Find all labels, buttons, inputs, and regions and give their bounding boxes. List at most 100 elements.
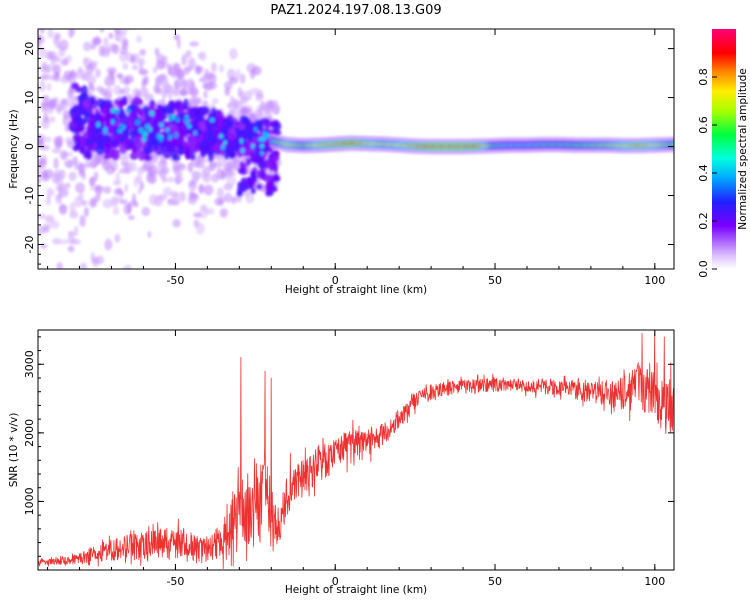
spectrogram-x-tick-label: 0 [332,274,339,287]
spectrogram-x-tick-label: -50 [166,274,184,287]
spectrogram-blob [137,166,144,176]
spectrogram-blob [171,154,181,162]
spectrogram-blob [234,100,242,108]
spectrogram-blob [184,114,189,120]
spectrogram-blob [68,29,74,39]
spectrogram-blob [190,158,199,168]
spectrogram-blob [211,97,219,105]
colorbar-gradient [712,29,736,269]
spectrogram-blob [191,170,202,181]
spectrogram-blob [69,201,76,214]
colorbar-tick-label: 0.2 [697,212,710,230]
spectrogram-blob [52,64,61,76]
spectrogram-blob [67,88,74,99]
spectrogram-blob [199,120,206,131]
spectrogram-blob [219,134,224,139]
spectrogram-blob [117,7,125,16]
spectrogram-blob [59,150,68,161]
spectrogram-blob [127,215,135,221]
snr-plot-area [38,330,674,570]
spectrogram-blob [187,195,197,205]
spectrogram-blob [42,95,50,102]
spectrogram-blob [264,134,270,139]
spectrogram-blob [250,169,257,180]
spectrogram-blob [96,85,104,93]
spectrogram-blob [110,139,120,149]
colorbar-label: Normalized spectral amplitude [737,68,749,229]
spectrogram-blob [122,29,128,37]
spectrogram-blob [170,87,179,95]
spectrogram-blob [53,136,61,147]
spectrogram-blob [119,29,124,36]
spectrogram-blob [132,193,137,205]
spectrogram-blob [147,172,157,184]
spectrogram-blob [91,134,100,141]
spectrogram-blob [199,145,210,153]
spectrogram-blob [40,73,50,81]
spectrogram-blob [178,191,186,202]
spectrogram-blob [152,66,158,73]
snr-x-tick-label: 100 [644,575,665,588]
spectrogram-blob [207,130,214,143]
spectrogram-blob [213,161,223,168]
spectrogram-blob [203,81,214,91]
spectrogram-blob [229,150,237,158]
spectrogram-blob [40,65,49,73]
spectrogram-blob [75,182,86,194]
spectrogram-blob [135,119,141,126]
spectrogram-blob [95,185,103,197]
spectrogram-blob [123,12,129,19]
spectrogram-blob [87,275,94,281]
spectrogram-blob [43,115,51,124]
snr-y-ticks: 1000 2000 3000 [23,336,674,557]
spectrogram-blob [229,48,238,60]
spectrogram-blob [141,206,151,217]
spectrogram-blob [42,223,51,231]
spectrogram-blob [165,127,170,133]
snr-panel: -50 0 50 100 1000 2000 3000 Height of straigh… [8,329,675,596]
spectrogram-blob [104,238,113,251]
spectrogram-blob [263,103,271,114]
spectrogram-blob [137,149,146,161]
spectrogram-blob [77,163,86,174]
spectrogram-blob [56,262,63,269]
snr-y-label: SNR (10 * v/v) [8,413,20,488]
spectrogram-blob [114,109,120,114]
spectrogram-blob [130,54,136,64]
spectrogram-blob [144,123,151,130]
spectrogram-blob [153,108,162,118]
spectrogram-blob [38,46,47,59]
spectrogram-blob [237,181,244,187]
spectrogram-blob [139,87,149,97]
spectrogram-blob [127,202,132,214]
spectrogram-blob [154,47,160,56]
spectrogram-blob [59,19,67,25]
spectrogram-blob [205,208,215,215]
spectrogram-blob [99,29,104,33]
spectrogram-blob [168,134,173,140]
spectrogram-blob [183,144,191,152]
spectrogram-blob [83,206,89,218]
spectrogram-blob [240,148,245,154]
spectrogram-blob [188,180,196,188]
spectrogram-blob [162,186,173,197]
spectrogram-blob [273,172,279,183]
spectrogram-blob [111,44,120,55]
spectrogram-blob [159,122,164,128]
spectrogram-blob [143,19,152,28]
spectrogram-blob [224,119,235,127]
spectrogram-blob [45,215,55,223]
spectrogram-blob [70,238,81,245]
spectrogram-blob [95,255,105,265]
spectrogram-blob [173,132,179,139]
spectrogram-blob [115,172,120,183]
spectrogram-blob [167,198,173,204]
spectrogram-blob [250,87,260,95]
spectrogram-blob [160,83,169,91]
spectrogram-blob [103,143,111,154]
spectrogram-blob [118,142,128,155]
spectrogram-blob [54,174,62,182]
spectrogram-blob [112,179,122,186]
spectrogram-blob [60,58,67,67]
